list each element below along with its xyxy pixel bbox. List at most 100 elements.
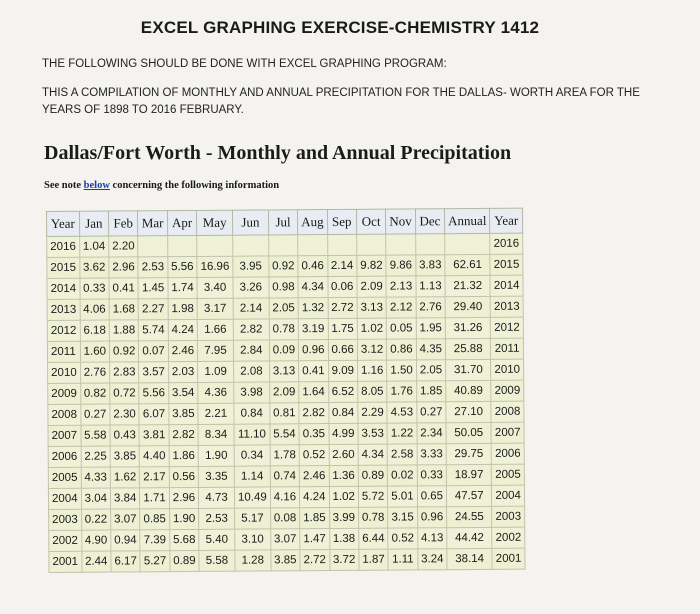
table-cell: 2.76: [80, 362, 110, 384]
table-cell: 4.36: [197, 382, 234, 404]
table-cell: 1.09: [197, 361, 234, 383]
table-cell: 0.56: [169, 466, 199, 488]
table-cell: 3.53: [357, 423, 388, 445]
table-cell: 0.85: [139, 508, 170, 530]
table-cell: 5.68: [169, 529, 200, 551]
table-cell: 1.16: [357, 360, 387, 382]
table-cell: 5.56: [139, 382, 169, 404]
table-cell: 2001: [492, 548, 525, 570]
table-cell: 2016: [490, 233, 523, 255]
table-cell: 0.81: [269, 402, 300, 424]
table-cell: 1.36: [328, 465, 359, 487]
table-cell: 0.43: [109, 424, 140, 447]
column-header: Jul: [268, 209, 298, 235]
table-cell: 0.92: [109, 340, 139, 363]
table-cell: 5.27: [140, 550, 170, 572]
table-cell: 0.98: [268, 276, 299, 298]
table-cell: 2006: [48, 446, 81, 468]
table-cell: 5.40: [198, 529, 235, 551]
table-cell: [232, 234, 269, 257]
table-cell: 2004: [491, 485, 525, 507]
table-cell: 0.08: [270, 507, 300, 529]
table-cell: 62.61: [444, 254, 491, 276]
table-cell: 3.24: [417, 548, 448, 570]
table-cell: 2.30: [109, 403, 140, 426]
table-cell: 2010: [47, 362, 81, 384]
table-cell: 27.10: [445, 401, 492, 423]
column-header: May: [196, 210, 233, 236]
table-cell: 40.89: [445, 380, 492, 402]
table-cell: 2.82: [298, 402, 329, 424]
table-cell: 2.76: [415, 296, 446, 318]
table-cell: 0.34: [234, 444, 271, 467]
description-text: THIS A COMPILATION OF MONTHLY AND ANNUAL…: [42, 87, 640, 116]
table-cell: 0.46: [297, 255, 328, 277]
table-cell: 5.74: [138, 319, 169, 341]
table-cell: 2011: [490, 338, 524, 360]
table-cell: 3.33: [416, 443, 447, 465]
table-cell: 2010: [490, 359, 524, 381]
table-cell: 1.02: [357, 318, 387, 340]
table-cell: 5.58: [199, 550, 235, 572]
table-cell: 3.95: [232, 255, 269, 278]
table-cell: 2.96: [108, 256, 139, 279]
table-cell: 3.13: [269, 360, 299, 382]
table-cell: 11.10: [233, 423, 270, 446]
table-cell: 3.15: [387, 506, 418, 529]
table-cell: 2001: [48, 551, 82, 573]
table-cell: 2.25: [80, 446, 111, 468]
table-cell: [196, 235, 233, 257]
table-cell: 2.03: [168, 361, 198, 383]
table-cell: [444, 233, 491, 255]
table-cell: 2.05: [268, 297, 299, 319]
table-cell: 3.85: [270, 549, 301, 571]
column-header: Mar: [137, 210, 168, 236]
table-cell: 1.66: [197, 319, 234, 341]
table-cell: 4.73: [198, 487, 235, 509]
table-cell: 3.98: [233, 381, 270, 404]
note-line: See note below concerning the following …: [44, 180, 279, 191]
table-cell: 2.53: [138, 256, 168, 278]
table-cell: 0.27: [80, 404, 110, 426]
table-cell: 9.09: [328, 360, 358, 382]
table-cell: 6.52: [328, 381, 358, 403]
table-cell: 1.13: [415, 275, 446, 297]
table-cell: 1.14: [234, 465, 271, 488]
table-cell: 5.56: [167, 256, 198, 278]
table-cell: 2.05: [416, 359, 446, 381]
table-cell: 2.82: [233, 318, 270, 341]
table-cell: 3.85: [110, 445, 140, 468]
table-cell: 3.12: [357, 339, 387, 361]
table-cell: 2002: [492, 527, 525, 549]
table-cell: 1.71: [139, 487, 170, 509]
note-text-before: See note: [44, 180, 84, 191]
table-cell: 0.06: [327, 276, 358, 298]
table-cell: [297, 234, 328, 256]
table-cell: 1.85: [299, 507, 330, 529]
table-cell: 7.95: [197, 340, 234, 362]
column-header: Aug: [297, 209, 328, 235]
table-cell: 8.34: [198, 424, 235, 446]
table-cell: 1.28: [234, 549, 271, 572]
table-cell: [268, 234, 298, 256]
note-link[interactable]: below: [83, 180, 110, 191]
column-header: Year: [489, 208, 523, 234]
table-cell: 3.72: [329, 549, 359, 571]
table-cell: [356, 234, 387, 256]
table-cell: 4.35: [416, 338, 446, 360]
table-cell: [167, 235, 197, 257]
table-cell: 2015: [46, 257, 80, 279]
table-cell: 2015: [490, 254, 523, 276]
table-cell: 9.82: [356, 255, 387, 277]
table-cell: 0.92: [268, 255, 299, 277]
table-cell: 2.17: [139, 466, 170, 488]
table-cell: 3.07: [110, 508, 141, 531]
table-cell: 2.20: [108, 235, 139, 258]
table-cell: 2008: [491, 401, 524, 423]
table-cell: 1.90: [169, 508, 199, 530]
table-cell: 5.01: [387, 485, 418, 508]
column-header: Dec: [415, 208, 445, 234]
table-cell: 6.07: [139, 403, 169, 425]
table-cell: 3.57: [138, 361, 169, 383]
table-cell: 1.38: [329, 528, 359, 550]
